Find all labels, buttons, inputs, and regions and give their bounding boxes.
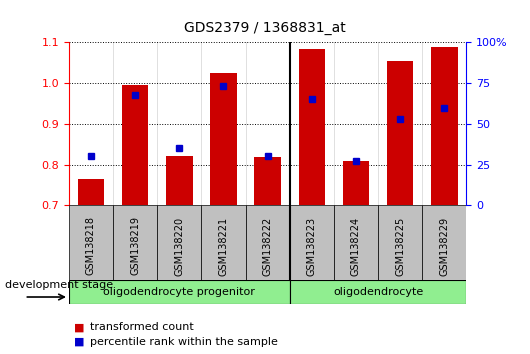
- Bar: [334, 205, 378, 280]
- Bar: [69, 205, 113, 280]
- Text: percentile rank within the sample: percentile rank within the sample: [90, 337, 278, 347]
- Bar: [166, 156, 192, 205]
- Bar: [201, 205, 245, 280]
- Text: oligodendrocyte: oligodendrocyte: [333, 287, 423, 297]
- Text: development stage: development stage: [5, 280, 113, 290]
- Text: GSM138229: GSM138229: [439, 216, 449, 276]
- Text: oligodendrocyte progenitor: oligodendrocyte progenitor: [103, 287, 255, 297]
- Text: GSM138224: GSM138224: [351, 216, 361, 276]
- Bar: [78, 179, 104, 205]
- Text: GSM138225: GSM138225: [395, 216, 405, 276]
- Bar: [245, 205, 290, 280]
- Text: GDS2379 / 1368831_at: GDS2379 / 1368831_at: [184, 21, 346, 35]
- Bar: [157, 205, 201, 280]
- Text: GSM138220: GSM138220: [174, 216, 184, 276]
- Text: GSM138223: GSM138223: [307, 216, 317, 276]
- Text: transformed count: transformed count: [90, 322, 194, 332]
- Bar: [431, 47, 457, 205]
- Bar: [343, 161, 369, 205]
- Bar: [254, 157, 281, 205]
- Bar: [422, 205, 466, 280]
- Text: GSM138219: GSM138219: [130, 216, 140, 275]
- Bar: [122, 85, 148, 205]
- Bar: [290, 280, 466, 304]
- Bar: [298, 48, 325, 205]
- Bar: [69, 280, 290, 304]
- Text: GSM138222: GSM138222: [263, 216, 272, 276]
- Bar: [290, 205, 334, 280]
- Text: GSM138221: GSM138221: [218, 216, 228, 276]
- Bar: [387, 61, 413, 205]
- Text: GSM138218: GSM138218: [86, 216, 96, 275]
- Bar: [210, 73, 237, 205]
- Bar: [113, 205, 157, 280]
- Text: ■: ■: [74, 337, 85, 347]
- Text: ■: ■: [74, 322, 85, 332]
- Bar: [378, 205, 422, 280]
